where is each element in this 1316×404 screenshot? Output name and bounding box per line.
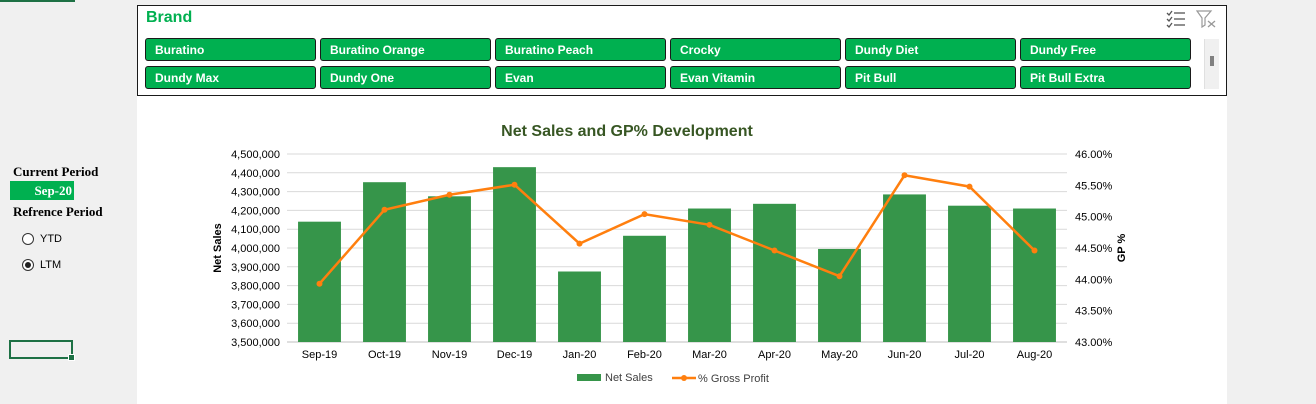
gp-point (771, 247, 778, 254)
bar (948, 205, 991, 342)
y2-tick-label: 45.50% (1075, 180, 1113, 192)
bar (493, 167, 536, 342)
slicer-scrollbar[interactable] (1204, 39, 1219, 89)
slicer-item[interactable]: Pit Bull (845, 66, 1016, 89)
bar (883, 194, 926, 342)
bar (623, 235, 666, 342)
slicer-item[interactable]: Evan (495, 66, 666, 89)
slicer-item[interactable]: Dundy Max (145, 66, 316, 89)
combo-chart: Net Sales and GP% Development 3,500,000 3,… (212, 123, 1128, 385)
bar (818, 248, 861, 342)
slicer-title: Brand (146, 9, 193, 26)
x-tick-label: Oct-19 (368, 349, 401, 361)
gp-point (446, 191, 453, 198)
legend-label: Net Sales (605, 372, 653, 384)
current-period-label: Current Period (13, 164, 99, 179)
y2-tick-label: 45.00% (1075, 212, 1113, 224)
y-tick-label: 3,500,000 (231, 337, 280, 349)
bar (688, 208, 731, 342)
y-tick-label: 4,200,000 (231, 205, 280, 217)
y2-tick-label: 43.50% (1075, 306, 1113, 318)
y2-tick-label: 43.00% (1075, 337, 1113, 349)
x-tick-label: Jul-20 (955, 349, 985, 361)
y-tick-label: 4,500,000 (231, 149, 280, 161)
y-tick-label: 4,300,000 (231, 187, 280, 199)
gp-line (318, 173, 1036, 285)
legend-swatch-bar (577, 374, 601, 381)
right-strip (1227, 0, 1316, 404)
x-tick-label: Mar-20 (692, 349, 727, 361)
radio-ltm[interactable]: LTM (22, 259, 61, 271)
radio-ytd-circle[interactable] (22, 233, 34, 245)
gp-point (641, 211, 648, 218)
x-tick-label: Nov-19 (432, 349, 467, 361)
x-tick-label: Feb-20 (627, 349, 662, 361)
y2-tick-label: 44.50% (1075, 243, 1113, 255)
bar (1013, 208, 1056, 342)
chart-title: Net Sales and GP% Development (501, 123, 753, 140)
slicer-item[interactable]: Evan Vitamin (670, 66, 841, 89)
reference-period-label: Refrence Period (13, 204, 103, 219)
gp-point (576, 240, 583, 247)
x-tick-label: Sep-19 (302, 349, 337, 361)
gp-point (706, 221, 713, 228)
bar (428, 196, 471, 342)
x-tick-label: May-20 (821, 349, 858, 361)
y-tick-label: 4,100,000 (231, 224, 280, 236)
slicer-item[interactable]: Crocky (670, 38, 841, 61)
legend-label: % Gross Profit (698, 373, 769, 385)
scrollbar-thumb[interactable] (1210, 56, 1214, 66)
slicer-item[interactable]: Dundy One (320, 66, 491, 89)
y-tick-label: 3,600,000 (231, 318, 280, 330)
radio-ltm-label: LTM (40, 259, 62, 271)
gp-point (901, 172, 908, 179)
y2-axis-title: GP % (1116, 234, 1128, 263)
gp-point (836, 273, 843, 280)
x-tick-label: Jun-20 (888, 349, 922, 361)
x-tick-label: Aug-20 (1017, 349, 1052, 361)
y-axis-title: Net Sales (212, 223, 224, 273)
chart-area: Net Sales and GP% Development 3,500,000 3,… (137, 96, 1227, 404)
x-tick-label: Dec-19 (497, 349, 532, 361)
x-tick-label: Apr-20 (758, 349, 791, 361)
y-tick-label: 4,000,000 (231, 243, 280, 255)
y-tick-label: 4,400,000 (231, 168, 280, 180)
bar (558, 271, 601, 342)
active-cell-edge (0, 0, 75, 2)
slicer-item[interactable]: Buratino Orange (320, 38, 491, 61)
gp-point (511, 181, 518, 188)
gp-point (1031, 247, 1038, 254)
slicer-item-list: Buratino Buratino Orange Buratino Peach Cro… (145, 38, 1199, 90)
slicer-item[interactable]: Buratino (145, 38, 316, 61)
current-period-value[interactable]: Sep-20 (10, 181, 74, 200)
y-tick-label: 3,700,000 (231, 299, 280, 311)
slicer-item[interactable]: Dundy Diet (845, 38, 1016, 61)
slicer-item[interactable]: Pit Bull Extra (1020, 66, 1191, 89)
slicer-item[interactable]: Buratino Peach (495, 38, 666, 61)
y2-tick-label: 46.00% (1075, 149, 1113, 161)
y-tick-label: 3,900,000 (231, 262, 280, 274)
bar (753, 203, 796, 342)
radio-ltm-circle[interactable] (22, 259, 34, 271)
y2-tick-label: 44.00% (1075, 274, 1113, 286)
radio-ytd-label: YTD (40, 233, 62, 245)
radio-ytd[interactable]: YTD (22, 233, 62, 245)
slicer-item[interactable]: Dundy Free (1020, 38, 1191, 61)
brand-slicer: Brand Buratino Buratino Orange Buratino Pe… (137, 5, 1227, 96)
slicer-toolbar (1166, 10, 1216, 28)
gp-point (381, 206, 388, 213)
gp-point (966, 183, 973, 190)
selected-cell[interactable] (9, 340, 75, 361)
multi-select-icon[interactable] (1166, 10, 1186, 28)
gp-point (316, 280, 323, 287)
clear-filter-icon[interactable] (1196, 10, 1216, 28)
legend-swatch-marker (681, 375, 687, 381)
y-tick-label: 3,800,000 (231, 281, 280, 293)
x-tick-label: Jan-20 (563, 349, 597, 361)
